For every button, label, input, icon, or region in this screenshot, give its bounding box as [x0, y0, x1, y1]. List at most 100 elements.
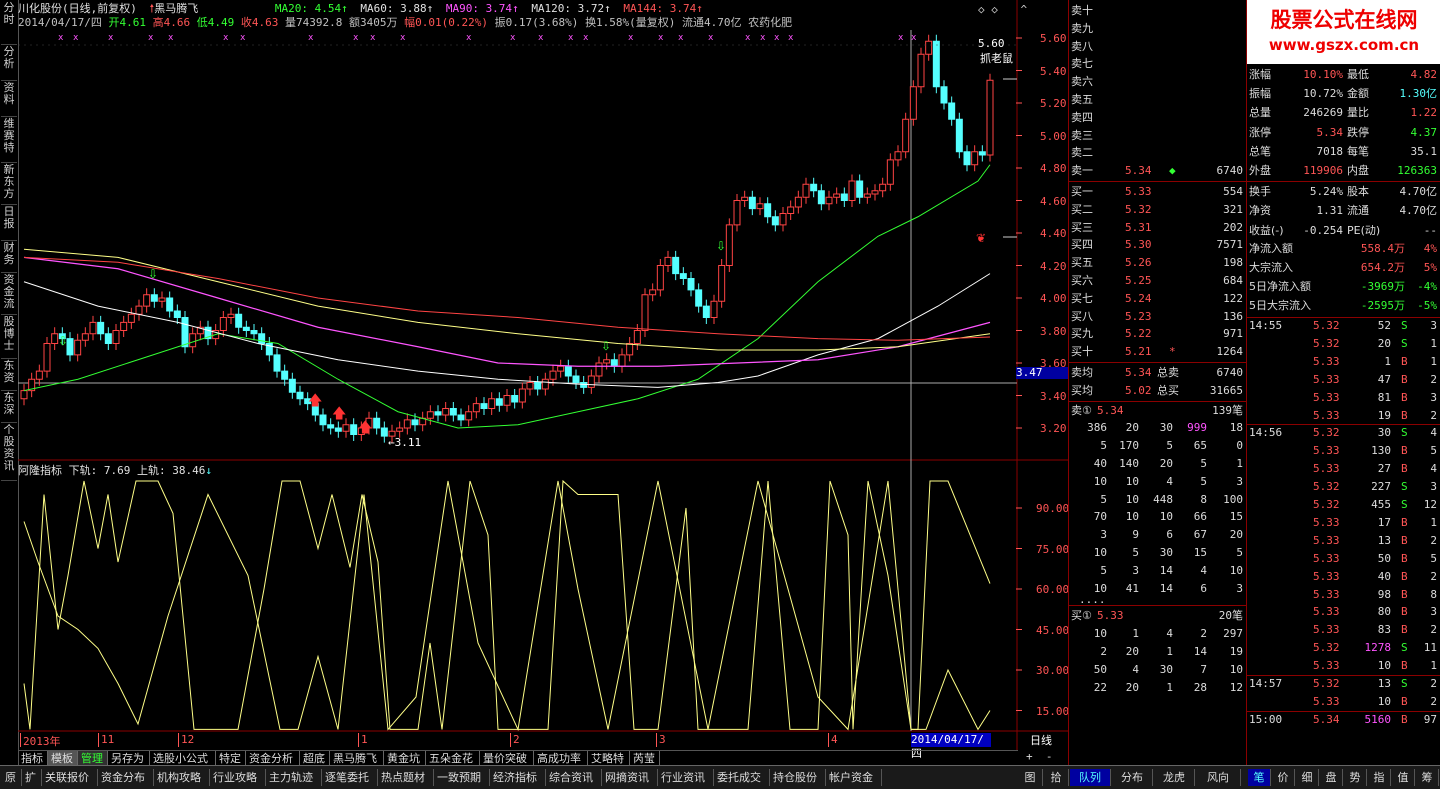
- tick-row: 5.33 47 B 2: [1247, 371, 1440, 389]
- buy-level[interactable]: 买三 5.31 202: [1069, 219, 1247, 236]
- bottom-tab-1[interactable]: 扩: [22, 769, 42, 786]
- left-tab-9[interactable]: 东资: [1, 360, 17, 391]
- flow-row: 净流入额 558.4万 4%: [1247, 240, 1440, 257]
- right-tab-8[interactable]: 细: [1296, 769, 1319, 786]
- left-tab-7[interactable]: 资金流: [1, 274, 17, 315]
- right-tab-9[interactable]: 盘: [1320, 769, 1343, 786]
- buy-level[interactable]: 买九 5.22 971: [1069, 325, 1247, 342]
- right-tab-11[interactable]: 指: [1368, 769, 1391, 786]
- right-tab-13[interactable]: 筹: [1416, 769, 1439, 786]
- bottom-tab-13[interactable]: 行业资讯: [658, 769, 714, 786]
- flow-label: 5日净流入额: [1249, 280, 1311, 293]
- queue-cell: 30: [1159, 421, 1173, 435]
- queue-cell: 66: [1193, 510, 1207, 524]
- left-tab-6[interactable]: 财务: [1, 242, 17, 273]
- sub-tab-8[interactable]: 黑马腾飞: [330, 751, 384, 766]
- sell-level[interactable]: 卖八: [1069, 38, 1247, 55]
- bottom-tab-8[interactable]: 热点题材: [378, 769, 434, 786]
- bottom-tab-10[interactable]: 经济指标: [490, 769, 546, 786]
- left-tab-11[interactable]: 个股资讯: [1, 424, 17, 481]
- sub-tab-6[interactable]: 资金分析: [246, 751, 300, 766]
- sub-tab-9[interactable]: 黄金坑: [384, 751, 426, 766]
- sub-tab-5[interactable]: 特定: [216, 751, 246, 766]
- right-tab-3[interactable]: 分布: [1112, 769, 1153, 786]
- buy-level[interactable]: 买七 5.24 122: [1069, 290, 1247, 307]
- bottom-tab-15[interactable]: 持仓股份: [770, 769, 826, 786]
- sub-tab-13[interactable]: 艾略特: [588, 751, 630, 766]
- buy-level[interactable]: 买八 5.23 136: [1069, 308, 1247, 325]
- buy-level[interactable]: 买十 5.21 * 1264: [1069, 343, 1247, 360]
- period-label[interactable]: 日线: [1030, 734, 1052, 747]
- sell-level[interactable]: 卖五: [1069, 91, 1247, 108]
- tick-count: 1: [1430, 336, 1437, 350]
- right-tab-4[interactable]: 龙虎: [1154, 769, 1195, 786]
- bottom-tab-0[interactable]: 原: [2, 769, 22, 786]
- right-tab-10[interactable]: 势: [1344, 769, 1367, 786]
- sub-tab-4[interactable]: 选股小公式: [150, 751, 216, 766]
- sell-level[interactable]: 卖一 5.34 ◆ 6740: [1069, 162, 1247, 179]
- left-tab-4[interactable]: 新东方: [1, 164, 17, 205]
- sub-tab-14[interactable]: 芮莹: [630, 751, 660, 766]
- price-tick: 4.80: [1040, 162, 1067, 175]
- sub-tab-11[interactable]: 量价突破: [480, 751, 534, 766]
- sell-level[interactable]: 卖九: [1069, 20, 1247, 37]
- buy-level[interactable]: 买二 5.32 321: [1069, 201, 1247, 218]
- kline-svg[interactable]: x x x x x x x x x x x x x x x x x x x x x x x x x x🡅🡅🡅⇩⇩⇩⇩❦: [18, 0, 1068, 765]
- left-tab-5[interactable]: 日报: [1, 206, 17, 241]
- chart-area[interactable]: 川化股份(日线,前复权) 🠕黑马腾飞 MA20: 4.54↑ MA60: 3.8…: [18, 0, 1069, 776]
- buy-level[interactable]: 买一 5.33 554: [1069, 183, 1247, 200]
- left-tab-1[interactable]: 分析: [1, 46, 17, 81]
- candle-body: [296, 391, 304, 400]
- sub-tab-0[interactable]: 指标: [18, 751, 48, 766]
- sell-level[interactable]: 卖六: [1069, 73, 1247, 90]
- queue-cell: 18: [1229, 421, 1243, 435]
- right-tab-12[interactable]: 值: [1392, 769, 1415, 786]
- right-tab-7[interactable]: 价: [1272, 769, 1295, 786]
- ma120-line: [23, 248, 991, 351]
- bottom-tab-16[interactable]: 帐户资金: [826, 769, 882, 786]
- buy-level[interactable]: 买五 5.26 198: [1069, 254, 1247, 271]
- bottom-tab-14[interactable]: 委托成交: [714, 769, 770, 786]
- bottom-tab-4[interactable]: 机构攻略: [154, 769, 210, 786]
- sub-tab-7[interactable]: 超底: [300, 751, 330, 766]
- bottom-tab-7[interactable]: 逐笔委托: [322, 769, 378, 786]
- bottom-tab-5[interactable]: 行业攻略: [210, 769, 266, 786]
- right-tab-6[interactable]: 笔: [1248, 769, 1271, 786]
- sub-tab-10[interactable]: 五朵金花: [426, 751, 480, 766]
- sub-tab-1[interactable]: 模板: [48, 751, 78, 766]
- sub-tab-12[interactable]: 高成功率: [534, 751, 588, 766]
- candle-body: [825, 196, 833, 205]
- buy-level[interactable]: 买六 5.25 684: [1069, 272, 1247, 289]
- right-tab-0[interactable]: 图: [1018, 769, 1043, 786]
- left-tab-0[interactable]: 分时: [1, 2, 17, 45]
- bottom-tab-11[interactable]: 综合资讯: [546, 769, 602, 786]
- sell-level[interactable]: 卖三: [1069, 127, 1247, 144]
- left-tab-2[interactable]: 资料: [1, 82, 17, 117]
- sell-level[interactable]: 卖二: [1069, 144, 1247, 161]
- bottom-tab-3[interactable]: 资金分布: [98, 769, 154, 786]
- bottom-tab-2[interactable]: 关联报价: [42, 769, 98, 786]
- buy-level[interactable]: 买四 5.30 7571: [1069, 236, 1247, 253]
- right-tab-5[interactable]: 风向: [1196, 769, 1241, 786]
- x-tick: 2013年: [20, 733, 61, 748]
- queue-cell: 1: [1132, 627, 1139, 641]
- sell-level[interactable]: 卖十: [1069, 2, 1247, 19]
- price-tick: 4.40: [1040, 227, 1067, 240]
- bottom-tab-9[interactable]: 一致预期: [434, 769, 490, 786]
- candle-body: [51, 333, 59, 344]
- right-tab-1[interactable]: 拾: [1044, 769, 1069, 786]
- sub-tab-3[interactable]: 另存为: [108, 751, 150, 766]
- bottom-tab-6[interactable]: 主力轨迹: [266, 769, 322, 786]
- tick-side: B: [1401, 354, 1408, 368]
- sell-level[interactable]: 卖七: [1069, 55, 1247, 72]
- left-tab-3[interactable]: 维赛特: [1, 118, 17, 163]
- bottom-tab-12[interactable]: 网摘资讯: [602, 769, 658, 786]
- sub-tab-2[interactable]: 管理: [78, 751, 108, 766]
- sell-level[interactable]: 卖四: [1069, 109, 1247, 126]
- right-tab-2[interactable]: 队列: [1070, 769, 1111, 786]
- candle-body: [273, 354, 281, 372]
- left-tab-8[interactable]: 股博士: [1, 316, 17, 359]
- chart-nav-icons[interactable]: ◇ ◇ ^: [978, 3, 1028, 16]
- stat-value: 4.70亿: [1399, 185, 1438, 199]
- left-tab-10[interactable]: 东深: [1, 392, 17, 423]
